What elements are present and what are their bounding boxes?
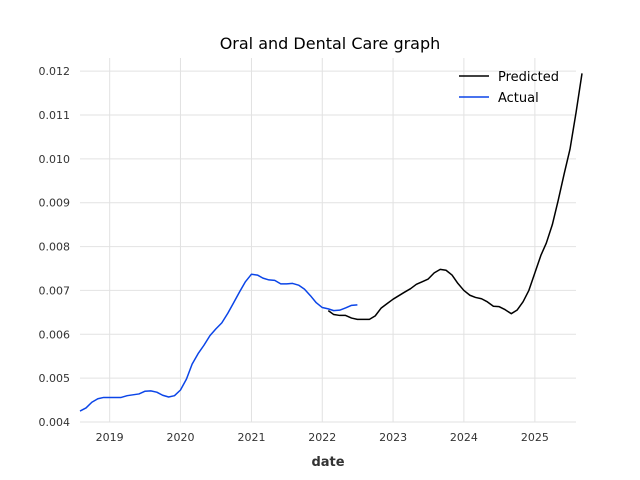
series-line-actual [79,273,358,412]
y-tick-label: 0.005 [39,372,71,385]
series-layer [79,73,583,412]
x-axis-label: date [311,455,344,470]
y-tick-label: 0.008 [39,241,71,254]
y-tick-label: 0.011 [39,109,71,122]
x-tick-label: 2019 [96,431,124,444]
y-tick-label: 0.007 [39,284,71,297]
x-tick-label: 2024 [450,431,478,444]
x-tick-label: 2025 [521,431,549,444]
series-line-predicted [327,73,583,321]
y-tick-label: 0.009 [39,197,71,210]
x-tick-label: 2021 [237,431,265,444]
y-tick-label: 0.010 [39,153,71,166]
x-tick-label: 2020 [166,431,194,444]
grid-lines [80,58,576,423]
legend-label-actual: Actual [498,91,539,106]
y-tick-label: 0.004 [39,416,71,429]
x-tick-label: 2022 [308,431,336,444]
y-tick-label: 0.006 [39,328,71,341]
tick-labels: 0.004 0.005 0.006 0.007 0.008 0.009 0.010 0.011… [39,65,549,444]
x-tick-label: 2023 [379,431,407,444]
chart-title: Oral and Dental Care graph [220,34,441,53]
legend-label-predicted: Predicted [498,70,559,85]
legend: Predicted Actual [459,70,559,106]
y-tick-label: 0.012 [39,65,71,78]
